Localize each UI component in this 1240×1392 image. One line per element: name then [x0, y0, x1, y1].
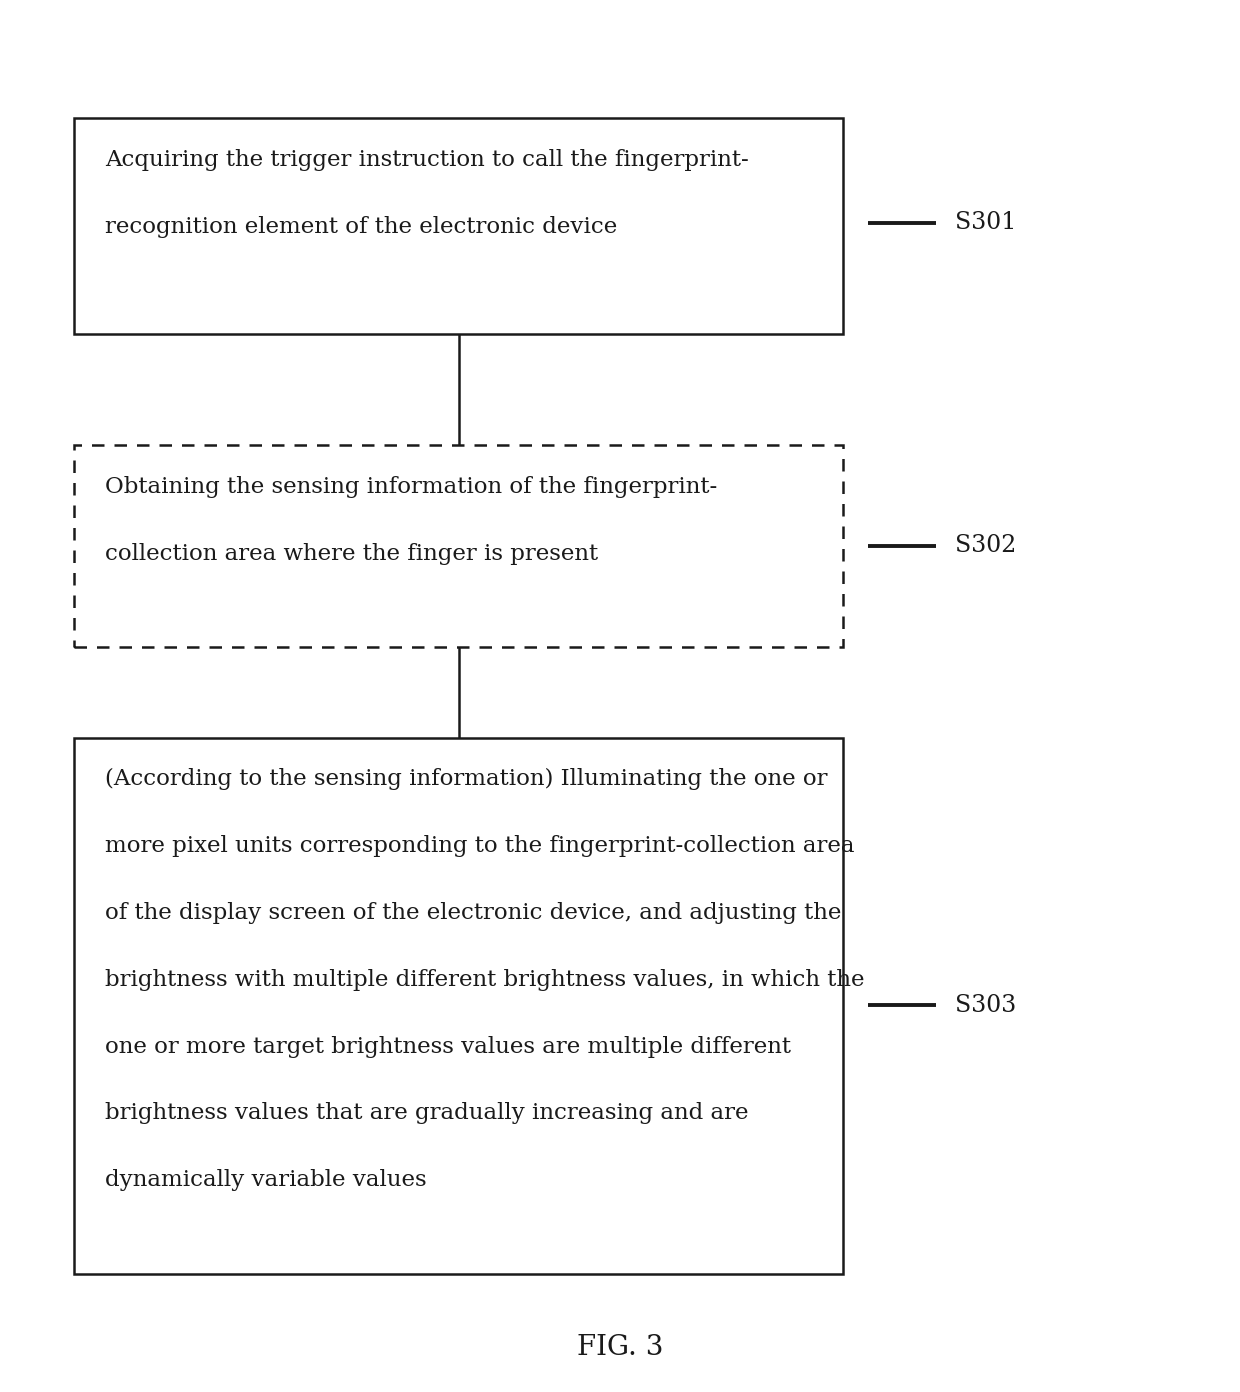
Text: recognition element of the electronic device: recognition element of the electronic de… — [105, 216, 618, 238]
Text: brightness values that are gradually increasing and are: brightness values that are gradually inc… — [105, 1102, 749, 1125]
Text: Obtaining the sensing information of the fingerprint-: Obtaining the sensing information of the… — [105, 476, 718, 498]
Text: S301: S301 — [955, 212, 1016, 234]
Text: collection area where the finger is present: collection area where the finger is pres… — [105, 543, 599, 565]
FancyBboxPatch shape — [74, 738, 843, 1274]
Text: more pixel units corresponding to the fingerprint-collection area: more pixel units corresponding to the fi… — [105, 835, 854, 857]
Text: of the display screen of the electronic device, and adjusting the: of the display screen of the electronic … — [105, 902, 842, 924]
Text: Acquiring the trigger instruction to call the fingerprint-: Acquiring the trigger instruction to cal… — [105, 149, 749, 171]
Text: S303: S303 — [955, 994, 1016, 1016]
Text: one or more target brightness values are multiple different: one or more target brightness values are… — [105, 1036, 791, 1058]
FancyBboxPatch shape — [74, 118, 843, 334]
Text: (According to the sensing information) Illuminating the one or: (According to the sensing information) I… — [105, 768, 828, 791]
Text: dynamically variable values: dynamically variable values — [105, 1169, 427, 1192]
Text: FIG. 3: FIG. 3 — [577, 1334, 663, 1361]
Text: S302: S302 — [955, 535, 1016, 557]
Text: brightness with multiple different brightness values, in which the: brightness with multiple different brigh… — [105, 969, 866, 991]
FancyBboxPatch shape — [74, 445, 843, 647]
